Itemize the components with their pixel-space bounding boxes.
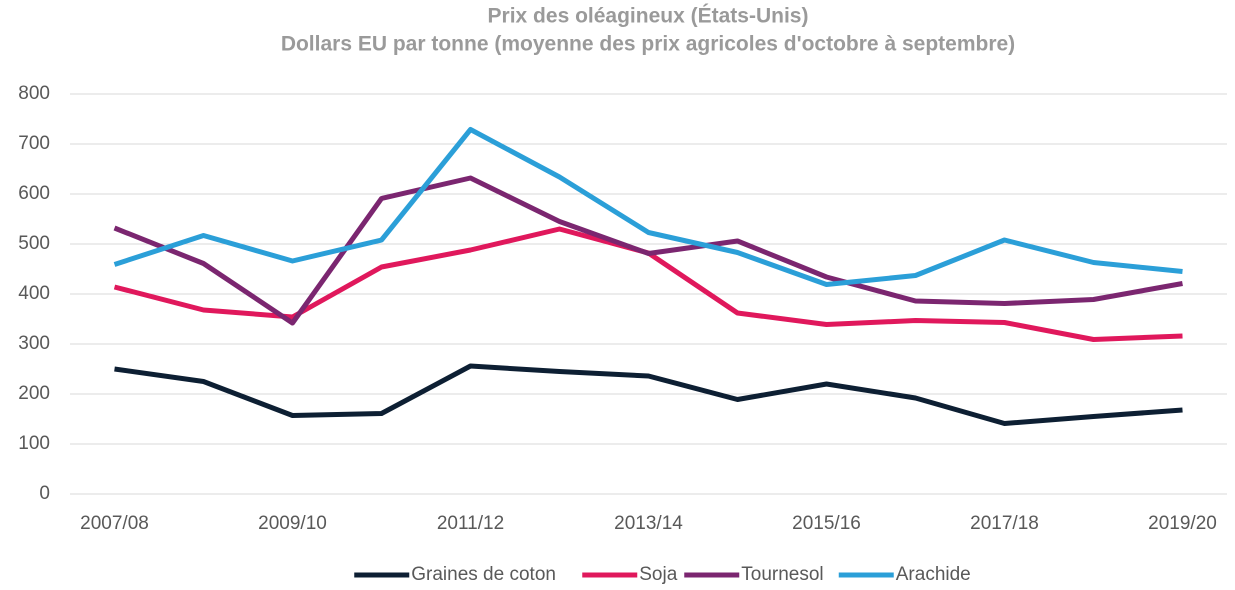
x-tick-label: 2007/08 xyxy=(80,513,149,534)
y-tick-label: 500 xyxy=(18,233,50,254)
x-tick-label: 2017/18 xyxy=(970,513,1039,534)
y-tick-label: 800 xyxy=(18,83,50,104)
x-tick-label: 2015/16 xyxy=(792,513,861,534)
y-tick-label: 700 xyxy=(18,133,50,154)
x-tick-label: 2009/10 xyxy=(258,513,327,534)
y-tick-label: 200 xyxy=(18,383,50,404)
chart-subtitle: Dollars EU par tonne (moyenne des prix a… xyxy=(281,33,1015,56)
y-tick-label: 100 xyxy=(18,433,50,454)
series-line xyxy=(113,127,1183,287)
series-line xyxy=(113,175,1183,326)
y-tick-label: 0 xyxy=(39,483,50,504)
x-tick-label: 2013/14 xyxy=(614,513,683,534)
x-tick-label: 2019/20 xyxy=(1148,513,1217,534)
legend-label: Soja xyxy=(639,564,677,585)
legend-label: Tournesol xyxy=(741,564,823,585)
y-tick-label: 400 xyxy=(18,283,50,304)
x-tick-label: 2011/12 xyxy=(437,513,504,534)
chart-title: Prix des oléagineux (États-Unis) xyxy=(488,5,809,28)
series-line xyxy=(114,363,1183,426)
legend-label: Graines de coton xyxy=(411,564,556,585)
y-tick-label: 600 xyxy=(18,183,50,204)
legend-label: Arachide xyxy=(896,564,971,585)
y-tick-label: 300 xyxy=(18,333,50,354)
